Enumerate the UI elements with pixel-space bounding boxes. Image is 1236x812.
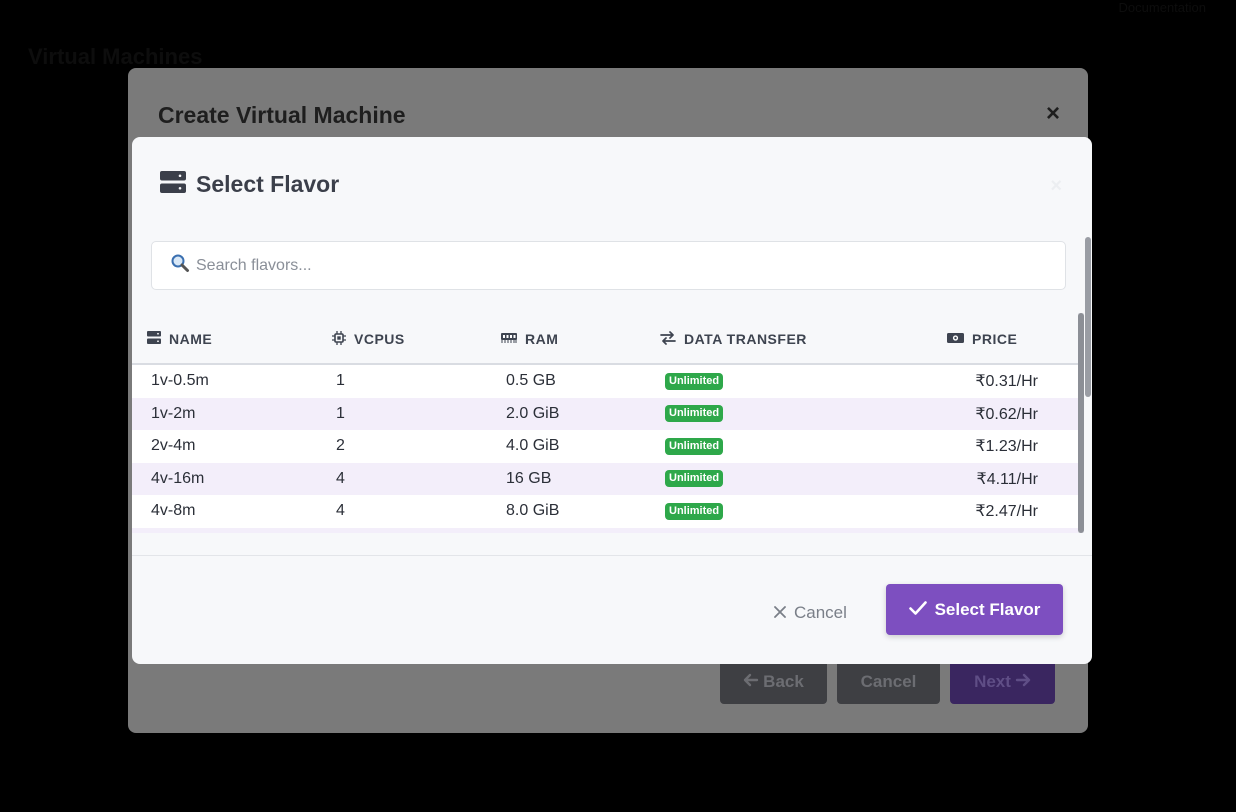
table-row[interactable]: 4v-8m 4 8.0 GiB Unlimited ₹2.47/Hr: [132, 495, 1078, 528]
table-row[interactable]: 1v-0.5m 1 0.5 GB Unlimited ₹0.31/Hr: [132, 365, 1078, 398]
column-header-data-transfer[interactable]: DATA TRANSFER: [660, 313, 807, 365]
modal-header: Select Flavor: [160, 171, 339, 198]
background-corner-link: Documentation: [1118, 0, 1206, 15]
table-row[interactable]: 4v-16m 4 16 GB Unlimited ₹4.11/Hr: [132, 462, 1078, 496]
modal-body: NAME VCPUS RAM: [132, 225, 1092, 555]
flavor-vcpus: 2: [336, 437, 345, 455]
server-icon: [147, 331, 161, 347]
table-row[interactable]: 1v-2m 1 2.0 GiB Unlimited ₹0.62/Hr: [132, 397, 1078, 431]
table-row[interactable]: 2v-4m 2 4.0 GiB Unlimited ₹1.23/Hr: [132, 430, 1078, 463]
search-input[interactable]: [196, 256, 1056, 275]
cancel-button[interactable]: Cancel: [774, 593, 847, 633]
money-bill-icon: [947, 331, 964, 347]
table-header: NAME VCPUS RAM: [132, 313, 1078, 365]
column-header-vcpus[interactable]: VCPUS: [332, 313, 405, 365]
column-label-vcpus: VCPUS: [354, 331, 405, 347]
modal-close-icon[interactable]: ×: [1050, 175, 1062, 197]
transfer-cell: Unlimited: [665, 430, 724, 463]
unlimited-badge: Unlimited: [665, 437, 724, 455]
table-row[interactable]: [132, 527, 1078, 533]
flavor-vcpus: 1: [336, 404, 345, 422]
next-button-label: Next: [974, 672, 1011, 691]
select-flavor-button[interactable]: Select Flavor: [886, 584, 1063, 635]
unlimited-badge: Unlimited: [665, 470, 724, 488]
server-icon: [160, 171, 186, 198]
table-scrollbar-thumb[interactable]: [1078, 313, 1084, 533]
flavor-ram: 16 GB: [506, 469, 552, 487]
flavor-price: ₹0.62/Hr: [975, 405, 1038, 423]
flavor-price: ₹4.11/Hr: [976, 470, 1038, 488]
search-icon: [170, 253, 190, 278]
next-button[interactable]: Next: [950, 660, 1055, 704]
column-label-ram: RAM: [525, 331, 559, 347]
background-page-title: Virtual Machines: [28, 44, 203, 69]
search-field[interactable]: [151, 241, 1066, 290]
table-body: 1v-0.5m 1 0.5 GB Unlimited ₹0.31/Hr 1v-2…: [132, 365, 1078, 533]
select-flavor-button-label: Select Flavor: [934, 599, 1041, 619]
transfer-cell: Unlimited: [665, 398, 724, 431]
flavor-vcpus: 4: [336, 469, 345, 487]
create-vm-footer: Back Cancel Next: [720, 660, 1055, 704]
transfer-cell: Unlimited: [665, 463, 724, 496]
back-button[interactable]: Back: [720, 660, 827, 704]
close-icon: [774, 603, 786, 623]
flavor-ram: 4.0 GiB: [506, 437, 560, 455]
flavor-table: NAME VCPUS RAM: [132, 313, 1078, 533]
transfer-cell: Unlimited: [665, 495, 724, 528]
outer-cancel-button[interactable]: Cancel: [837, 660, 940, 704]
flavor-ram: 0.5 GB: [506, 372, 556, 390]
column-header-price[interactable]: PRICE: [947, 313, 1017, 365]
back-button-label: Back: [763, 672, 804, 691]
flavor-name: 1v-0.5m: [151, 372, 209, 390]
unlimited-badge: Unlimited: [665, 405, 724, 423]
transfer-cell: Unlimited: [665, 365, 724, 398]
column-label-price: PRICE: [972, 331, 1018, 347]
flavor-ram: 8.0 GiB: [506, 502, 560, 520]
flavor-ram: 2.0 GiB: [506, 404, 560, 422]
column-header-ram[interactable]: RAM: [501, 313, 558, 365]
create-vm-close-icon[interactable]: ×: [1045, 100, 1060, 127]
flavor-name: 4v-8m: [151, 502, 196, 520]
check-icon: [908, 600, 927, 620]
modal-scrollbar-thumb[interactable]: [1085, 237, 1091, 397]
footer-divider: [132, 555, 1092, 556]
modal-title: Select Flavor: [196, 171, 340, 197]
flavor-name: 1v-2m: [151, 404, 196, 422]
cancel-button-label: Cancel: [794, 603, 847, 622]
arrow-right-icon: [1015, 672, 1031, 693]
flavor-vcpus: 1: [336, 372, 345, 390]
unlimited-badge: Unlimited: [665, 502, 724, 520]
memory-icon: [501, 331, 517, 347]
cpu-icon: [332, 330, 346, 348]
select-flavor-modal: Select Flavor × NAME: [132, 137, 1092, 664]
flavor-price: ₹0.31/Hr: [975, 373, 1038, 391]
flavor-name: 2v-4m: [151, 437, 196, 455]
flavor-price: ₹1.23/Hr: [975, 438, 1038, 456]
flavor-price: ₹2.47/Hr: [975, 503, 1038, 521]
exchange-arrows-icon: [660, 330, 676, 348]
column-label-name: NAME: [169, 331, 213, 347]
create-vm-title: Create Virtual Machine: [158, 102, 406, 128]
flavor-vcpus: 4: [336, 502, 345, 520]
column-header-name[interactable]: NAME: [147, 313, 212, 365]
unlimited-badge: Unlimited: [665, 372, 724, 390]
flavor-name: 4v-16m: [151, 469, 205, 487]
arrow-left-icon: [743, 672, 759, 693]
outer-cancel-label: Cancel: [860, 672, 917, 691]
column-label-data-transfer: DATA TRANSFER: [684, 331, 807, 347]
